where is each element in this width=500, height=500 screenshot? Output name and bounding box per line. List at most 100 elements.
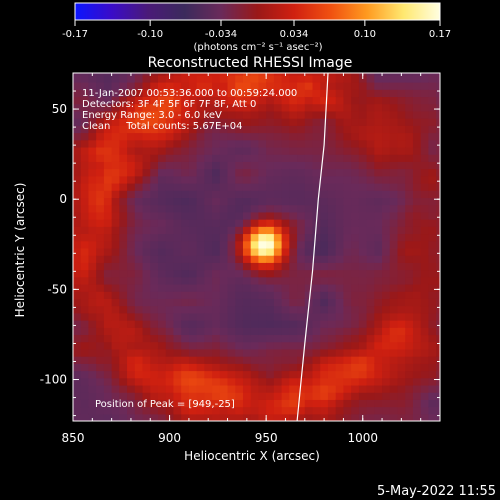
heatmap-cell [242, 168, 252, 177]
heatmap-cell [103, 240, 113, 249]
heatmap-cell [219, 327, 229, 336]
heatmap-cell [374, 182, 383, 191]
heatmap-cell [80, 211, 90, 220]
heatmap-cell [242, 146, 252, 155]
heatmap-cell [142, 168, 151, 177]
heatmap-cell [150, 197, 159, 206]
heatmap-cell [266, 89, 275, 98]
heatmap-cell [157, 96, 167, 105]
heatmap-cell [219, 161, 229, 170]
heatmap-cell [420, 298, 430, 307]
heatmap-cell [436, 356, 440, 364]
heatmap-cell [150, 74, 159, 83]
heatmap-cell [204, 305, 213, 314]
heatmap-cell [242, 312, 252, 321]
heatmap-cell [119, 89, 128, 98]
heatmap-cell [227, 305, 236, 314]
heatmap-cell [327, 204, 337, 213]
heatmap-cell [181, 262, 190, 271]
heatmap-cell [297, 103, 306, 112]
heatmap-cell [96, 154, 105, 162]
heatmap-cell [289, 377, 298, 386]
heatmap-cell [273, 399, 283, 408]
heatmap-cell [266, 283, 275, 292]
heatmap-cell [119, 233, 128, 242]
heatmap-cell [103, 204, 113, 213]
heatmap-cell [150, 219, 159, 227]
heatmap-cell [335, 190, 345, 199]
heatmap-cell [173, 363, 182, 372]
heatmap-cell [204, 82, 213, 90]
heatmap-cell [273, 103, 283, 112]
heatmap-cell [327, 291, 337, 299]
heatmap-cell [227, 320, 236, 328]
heatmap-cell [366, 168, 375, 177]
heatmap-cell [351, 74, 360, 83]
heatmap-cell [412, 363, 422, 372]
annotation-energy: Energy Range: 3.0 - 6.0 keV [82, 110, 222, 121]
heatmap-cell [73, 334, 82, 343]
heatmap-cell [312, 168, 321, 177]
heatmap-cell [80, 312, 90, 321]
heatmap-cell [157, 190, 167, 199]
heatmap-cell [227, 82, 236, 90]
heatmap-cell [412, 312, 422, 321]
heatmap-cell [212, 175, 221, 184]
heatmap-cell [351, 269, 360, 278]
heatmap-cell [165, 377, 175, 386]
heatmap-cell [88, 298, 97, 307]
heatmap-cell [181, 327, 190, 336]
heatmap-cell [173, 226, 182, 235]
heatmap-cell [173, 247, 182, 256]
heatmap-cell [281, 204, 290, 213]
heatmap-cell [188, 110, 198, 119]
heatmap-cell [96, 305, 105, 314]
heatmap-cell [266, 118, 275, 126]
heatmap-cell [320, 406, 329, 415]
heatmap-cell [420, 82, 430, 90]
heatmap-cell [351, 392, 360, 400]
heatmap-cell [142, 255, 151, 263]
heatmap-cell [196, 82, 205, 90]
heatmap-cell [227, 247, 236, 256]
heatmap-cell [343, 182, 352, 191]
heatmap-cell [312, 255, 321, 263]
heatmap-cell [127, 175, 136, 184]
heatmap-cell [297, 334, 306, 343]
heatmap-cell [382, 255, 391, 263]
heatmap-cell [297, 320, 306, 328]
heatmap-cell [88, 233, 97, 242]
heatmap-cell [428, 82, 437, 90]
heatmap-cell [304, 406, 314, 415]
heatmap-cell [351, 110, 360, 119]
heatmap-cell [289, 348, 298, 357]
heatmap-cell [343, 82, 352, 90]
heatmap-cell [273, 327, 283, 336]
heatmap-cell [312, 103, 321, 112]
heatmap-cell [127, 399, 136, 408]
heatmap-cell [312, 110, 321, 119]
heatmap-cell [134, 73, 144, 76]
heatmap-cell [289, 175, 298, 184]
heatmap-cell [366, 132, 375, 141]
heatmap-cell [196, 291, 205, 299]
heatmap-cell [88, 82, 97, 90]
heatmap-cell [273, 305, 283, 314]
heatmap-cell [289, 262, 298, 271]
heatmap-cell [436, 118, 440, 126]
heatmap-cell [343, 96, 352, 105]
heatmap-cell [327, 103, 337, 112]
heatmap-cell [80, 240, 90, 249]
heatmap-cell [266, 327, 275, 336]
heatmap-cell [343, 356, 352, 364]
heatmap-cell [88, 190, 97, 199]
heatmap-cell [173, 146, 182, 155]
heatmap-cell [405, 276, 414, 285]
heatmap-cell [150, 118, 159, 126]
heatmap-cell [111, 240, 120, 249]
heatmap-cell [127, 197, 136, 206]
heatmap-cell [412, 262, 422, 271]
heatmap-cell [382, 276, 391, 285]
colorbar-tick-label: 0.17 [429, 29, 451, 40]
heatmap-cell [258, 132, 267, 141]
